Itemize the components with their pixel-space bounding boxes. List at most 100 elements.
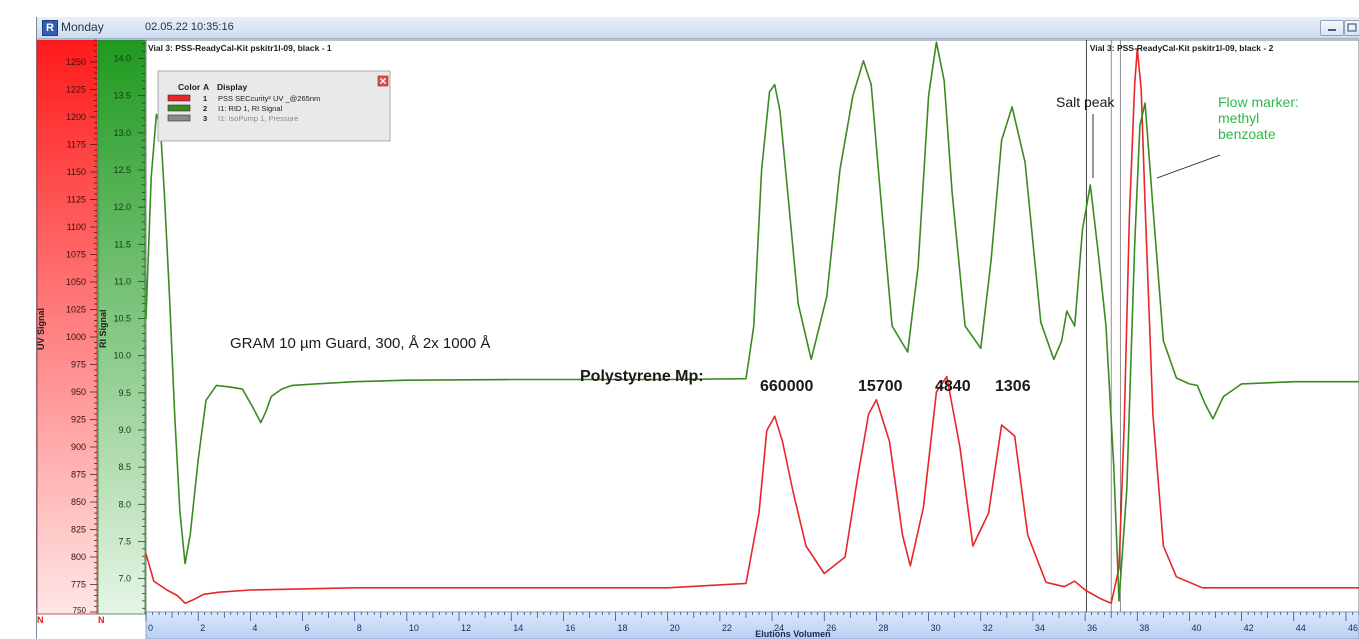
app-icon: R — [42, 20, 58, 36]
x-tick-label: 26 — [826, 623, 836, 633]
ri-tick-label: 8.0 — [118, 499, 131, 509]
x-tick-label: 36 — [1087, 623, 1097, 633]
flow-marker-pointer — [1156, 154, 1221, 179]
x-tick-label: 2 — [200, 623, 205, 633]
legend-entry-label: I1: RID 1, RI Signal — [218, 104, 283, 113]
flow-marker-label: Flow marker: — [1218, 94, 1299, 110]
x-tick-label: 6 — [305, 623, 310, 633]
legend-swatch — [167, 114, 191, 122]
peak-label: 4840 — [935, 378, 971, 395]
x-tick-label: 0 — [148, 623, 153, 633]
ri-tick-label: 12.0 — [113, 202, 131, 212]
legend-close-button[interactable] — [377, 75, 389, 87]
uv-axis-strip — [36, 39, 98, 615]
legend-header-display: Display — [217, 82, 248, 92]
minimize-icon — [1328, 29, 1336, 31]
uv-tick-label: 900 — [71, 442, 86, 452]
ri-tick-label: 7.5 — [118, 536, 131, 546]
peak-label: 660000 — [760, 378, 813, 395]
peak-label: 15700 — [858, 378, 903, 395]
title-bar: R Monday 02.05.22 10:35:16 — [37, 17, 1359, 39]
uv-tick-label: 1000 — [66, 332, 86, 342]
x-tick-label: 30 — [931, 623, 941, 633]
ri-tick-label: 7.0 — [118, 574, 131, 584]
x-tick-label: 34 — [1035, 623, 1045, 633]
uv-axis-label: UV Signal — [36, 308, 46, 350]
uv-tick-label: 1225 — [66, 85, 86, 95]
x-tick-label: 20 — [670, 623, 680, 633]
ri-tick-label: 14.0 — [113, 54, 131, 64]
ri-axis-strip — [97, 39, 146, 615]
salt-peak-label: Salt peak — [1056, 94, 1115, 110]
restore-button[interactable] — [1344, 20, 1359, 36]
ri-tick-label: 13.0 — [113, 128, 131, 138]
restore-icon — [1347, 23, 1357, 32]
x-axis-label: Elutions Volumen — [755, 629, 830, 639]
legend-header-color: Color — [178, 82, 201, 92]
ri-n-marker: N — [98, 615, 105, 625]
uv-tick-label: 850 — [71, 497, 86, 507]
column-description: GRAM 10 µm Guard, 300, Å 2x 1000 Å — [230, 335, 490, 352]
uv-tick-label: 875 — [71, 470, 86, 480]
legend-entry-label: PSS SECcurity² UV _@265nm — [218, 94, 320, 103]
ri-tick-label: 9.5 — [118, 388, 131, 398]
x-tick-label: 12 — [461, 623, 471, 633]
ri-signal-line — [145, 41, 1359, 602]
datetime-label: 02.05.22 10:35:16 — [145, 21, 234, 33]
peak-label: 1306 — [995, 378, 1031, 395]
legend-index: 1 — [203, 94, 207, 103]
uv-tick-label: 800 — [71, 552, 86, 562]
uv-tick-label: 1200 — [66, 112, 86, 122]
x-tick-label: 40 — [1191, 623, 1201, 633]
uv-tick-label: 1175 — [67, 140, 86, 150]
x-tick-label: 4 — [252, 623, 257, 633]
ri-axis-label: RI Signal — [98, 309, 108, 348]
x-tick-label: 42 — [1244, 623, 1254, 633]
uv-tick-label: 1125 — [67, 195, 86, 205]
flow-marker-label: methyl — [1218, 110, 1259, 126]
chart-title-2: Vial 3: PSS-ReadyCal-Kit pskitr1l-09, bl… — [1090, 43, 1274, 53]
chart-title: Vial 3: PSS-ReadyCal-Kit pskitr1l-09, bl… — [148, 43, 332, 53]
uv-tick-label: 825 — [71, 525, 86, 535]
ri-tick-label: 11.5 — [114, 239, 131, 249]
legend-box — [157, 70, 391, 142]
day-label: Monday — [61, 20, 104, 34]
legend-swatch — [167, 94, 191, 102]
x-tick-label: 8 — [357, 623, 362, 633]
x-tick-label: 46 — [1348, 623, 1358, 633]
ri-tick-label: 8.5 — [118, 462, 131, 472]
uv-tick-label: 950 — [71, 387, 86, 397]
x-tick-label: 14 — [513, 623, 523, 633]
ri-tick-label: 13.5 — [113, 91, 131, 101]
ri-tick-label: 11.0 — [114, 276, 131, 286]
ri-tick-label: 10.0 — [113, 351, 131, 361]
legend-header-a: A — [203, 82, 209, 92]
x-tick-label: 22 — [722, 623, 732, 633]
legend-swatch — [167, 104, 191, 112]
legend-index: 3 — [203, 114, 207, 123]
ri-tick-label: 9.0 — [118, 425, 131, 435]
uv-tick-label: 775 — [71, 580, 86, 590]
x-tick-label: 38 — [1139, 623, 1149, 633]
x-tick-label: 10 — [409, 623, 419, 633]
uv-tick-label: 1100 — [67, 222, 86, 232]
uv-tick-label: 1250 — [66, 57, 86, 67]
uv-tick-label: 975 — [71, 360, 86, 370]
legend: Color A Display 1 PSS SECcurity² UV _@265nm 2… — [157, 70, 391, 142]
uv-n-marker: N — [37, 615, 44, 625]
flow-marker-label: benzoate — [1218, 126, 1276, 142]
uv-tick-label: 1150 — [67, 167, 86, 177]
x-tick-label: 44 — [1296, 623, 1306, 633]
x-tick-label: 28 — [878, 623, 888, 633]
uv-tick-label: 1050 — [66, 277, 86, 287]
close-icon-x — [380, 78, 386, 84]
uv-tick-label: 750 — [73, 606, 87, 615]
ri-tick-label: 10.5 — [113, 314, 131, 324]
minimize-button[interactable] — [1320, 20, 1344, 36]
legend-index: 2 — [203, 104, 207, 113]
polystyrene-label: Polystyrene Mp: — [580, 368, 704, 385]
uv-tick-label: 1075 — [66, 250, 86, 260]
x-tick-label: 32 — [983, 623, 993, 633]
x-axis-bar — [145, 611, 1359, 639]
